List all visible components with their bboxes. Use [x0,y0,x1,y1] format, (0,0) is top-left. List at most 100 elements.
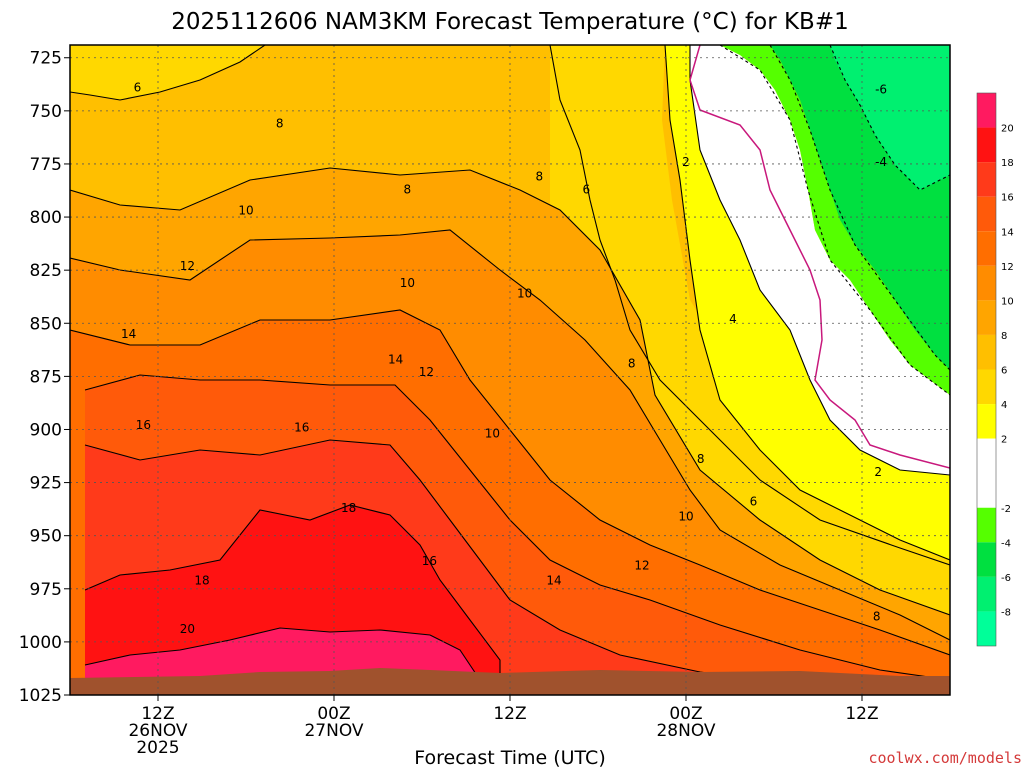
colorbar-label: 16 [1001,193,1014,204]
contour-label: 2 [874,465,882,479]
contour-label: 18 [194,573,209,587]
y-tick-label: 825 [30,261,62,281]
contour-label: 10 [485,427,500,441]
colorbar-label: -8 [1001,607,1011,618]
colorbar-label: 12 [1001,262,1014,273]
colorbar-swatch [977,576,996,612]
y-tick-label: 850 [30,314,62,334]
contour-label: 6 [134,80,142,94]
contour-line-neg6 [829,45,950,191]
colorbar-label: 14 [1001,227,1014,238]
colorbar-label: 2 [1001,435,1007,446]
gridlines [70,45,950,695]
filled-contour-layer [70,45,950,695]
x-tick-label: 26NOV [128,721,187,741]
contour-label: 16 [136,418,151,432]
colorbar-label: 18 [1001,158,1014,169]
band-4-6 [70,45,265,100]
contour-line-20 [84,627,481,681]
contour-label: 2 [682,155,690,169]
band-neg2-2 [690,45,950,475]
contour-label: 16 [294,420,309,434]
contour-line-18 [84,504,501,695]
x-axis-label: Forecast Time (UTC) [414,747,605,768]
contour-line-neg2 [719,45,950,396]
colorbar-label: -2 [1001,504,1011,515]
colorbar-swatch [977,196,996,232]
contour-line-8 [70,167,950,616]
contour-label: 12 [180,259,195,273]
band-neg8-neg6 [830,45,950,190]
x-tick-label: 00Z [669,704,702,724]
colorbar-swatch [977,231,996,266]
colorbar-swatch [977,507,996,543]
y-tick-label: 875 [30,367,62,387]
x-tick-label: 2025 [136,738,179,758]
contour-label: 8 [276,117,284,131]
contour-line-10 [70,229,950,641]
contour-label: 10 [678,510,693,524]
y-tick-label: 950 [30,527,62,547]
y-tick-label: 975 [30,580,62,600]
colorbar-swatch [977,162,996,197]
band-2-4 [665,45,950,560]
contour-label: 12 [419,365,434,379]
contour-label: 20 [180,622,195,636]
chart-title: 2025112606 NAM3KM Forecast Temperature (… [171,9,848,35]
y-tick-label: 800 [30,208,62,228]
contour-label: 16 [422,554,437,568]
y-tick-label: 750 [30,102,62,122]
colorbar-swatch [977,93,996,128]
colorbar-swatch [977,265,996,301]
contour-line-4 [664,45,950,561]
contour-label: 6 [750,495,758,509]
colorbar-swatch [977,334,996,370]
colorbar-label: 10 [1001,296,1014,307]
y-tick-label: 925 [30,474,62,494]
contour-line-zero [689,45,950,469]
contour-label: 18 [341,501,356,515]
contour-label: 8 [873,609,881,623]
y-tick-label: 900 [30,420,62,440]
contour-line-neg4 [769,45,950,371]
x-tick-label: 12Z [141,704,174,724]
colorbar-swatch [977,542,996,577]
contour-line-16 [84,439,950,691]
watermark: coolwx.com/models [868,749,1022,767]
contour-label: 14 [121,327,136,341]
x-tick-label: 12Z [493,704,526,724]
y-axis: 725 750 775 800 825 850 875 900 925 950 975 1000 102… [19,49,70,706]
contour-label: 6 [582,182,590,196]
contour-label: -4 [875,155,887,169]
colorbar-swatch [977,300,996,335]
colorbar-label: -4 [1001,538,1011,549]
contour-line-6-right [549,45,950,566]
contour-label: 8 [628,357,636,371]
contour-line-6 [70,45,266,101]
contour-line-14 [84,374,950,681]
colorbar-frame [976,92,997,647]
colorbar: 20 18 16 14 12 10 8 6 4 2 -2 -4 -6 -8 [976,92,1014,647]
colorbar-swatch [977,438,996,508]
contour-label: 8 [536,170,544,184]
x-tick-label: 12Z [845,704,878,724]
band-neg4-neg2 [720,45,950,395]
contour-label: 14 [546,573,561,587]
colorbar-label: 4 [1001,400,1007,411]
y-tick-label: 1000 [19,633,62,653]
colorbar-label: 6 [1001,366,1007,377]
contour-label: 8 [404,182,412,196]
contour-line-2 [689,45,950,476]
colorbar-swatch [977,611,996,646]
contour-label: -6 [875,83,887,97]
contour-label: 8 [697,452,705,466]
colorbar-label: 20 [1001,124,1014,135]
y-tick-label: 725 [30,49,62,69]
colorbar-swatch [977,369,996,405]
x-tick-label: 28NOV [656,721,715,741]
x-tick-label: 00Z [317,704,350,724]
contour-label: 14 [388,352,403,366]
colorbar-swatch [977,404,996,439]
contour-label: 10 [238,204,253,218]
